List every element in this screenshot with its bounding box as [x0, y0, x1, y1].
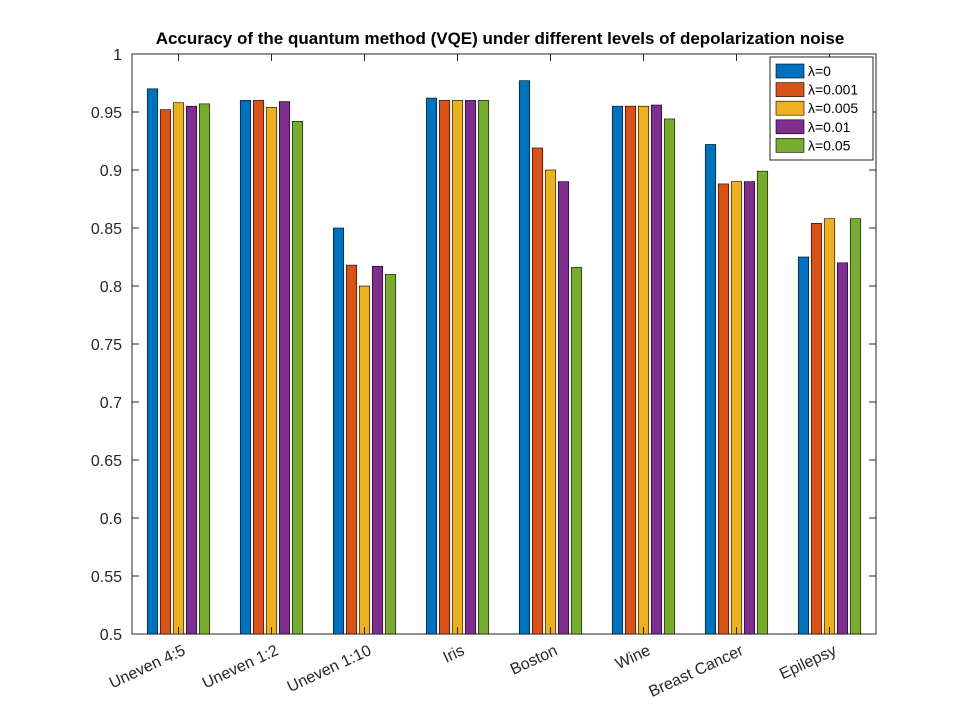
legend-swatch	[775, 82, 805, 97]
bar	[384, 274, 397, 635]
bar	[198, 103, 211, 635]
bar	[291, 120, 304, 635]
bar	[730, 181, 743, 635]
legend-label: λ=0	[808, 63, 831, 79]
bar	[849, 218, 862, 635]
y-axis: 0.5 0.55 0.6 0.65 0.7 0.75 0.8 0.85 0.9 0.95 1	[91, 47, 876, 644]
bar	[159, 109, 172, 635]
y-tick-label: 0.95	[91, 105, 122, 122]
bar	[345, 264, 358, 635]
bar	[531, 147, 544, 635]
legend-swatch	[775, 138, 805, 153]
bar	[451, 100, 464, 635]
bar	[265, 107, 278, 635]
legend: λ=0 λ=0.001 λ=0.005 λ=0.01 λ=0.05	[769, 56, 874, 161]
bar	[252, 100, 265, 635]
bar	[146, 88, 159, 635]
y-tick-label: 0.6	[100, 511, 122, 528]
bar	[637, 105, 650, 635]
bar	[611, 105, 624, 635]
bar	[332, 227, 345, 635]
bar	[185, 105, 198, 635]
y-tick-label: 0.55	[91, 569, 122, 586]
bar	[477, 100, 490, 635]
bar	[836, 262, 849, 635]
legend-label: λ=0.001	[808, 82, 858, 98]
bar	[810, 223, 823, 635]
bar	[557, 181, 570, 635]
legend-label: λ=0.01	[808, 119, 851, 135]
y-tick-label: 0.85	[91, 221, 122, 238]
bar	[704, 144, 717, 635]
y-tick-label: 0.7	[100, 395, 122, 412]
bar	[663, 118, 676, 635]
y-tick-label: 0.75	[91, 337, 122, 354]
bar	[239, 100, 252, 635]
bar	[717, 183, 730, 635]
bar	[438, 100, 451, 635]
legend-label: λ=0.005	[808, 100, 858, 116]
bar	[797, 256, 810, 635]
legend-swatch	[775, 63, 805, 79]
y-tick-label: 0.9	[100, 163, 122, 180]
bar	[570, 267, 583, 635]
bar	[823, 218, 836, 635]
bar	[650, 104, 663, 635]
bar	[172, 102, 185, 635]
y-tick-label: 0.65	[91, 453, 122, 470]
bar	[756, 170, 769, 635]
y-tick-label: 0.5	[100, 627, 122, 644]
legend-swatch	[775, 100, 805, 116]
chart-title: Accuracy of the quantum method (VQE) und…	[156, 29, 845, 48]
legend-swatch	[775, 119, 805, 135]
bar	[371, 265, 384, 635]
y-tick-label: 1	[113, 47, 122, 64]
bar	[743, 181, 756, 635]
y-tick-label: 0.8	[100, 279, 122, 296]
legend-label: λ=0.05	[808, 137, 851, 153]
bar	[425, 97, 438, 635]
bar	[358, 285, 371, 635]
bar	[518, 80, 531, 635]
bars	[146, 80, 862, 635]
bar	[544, 169, 557, 635]
bar	[624, 105, 637, 635]
bar	[464, 100, 477, 635]
bar	[278, 101, 291, 635]
